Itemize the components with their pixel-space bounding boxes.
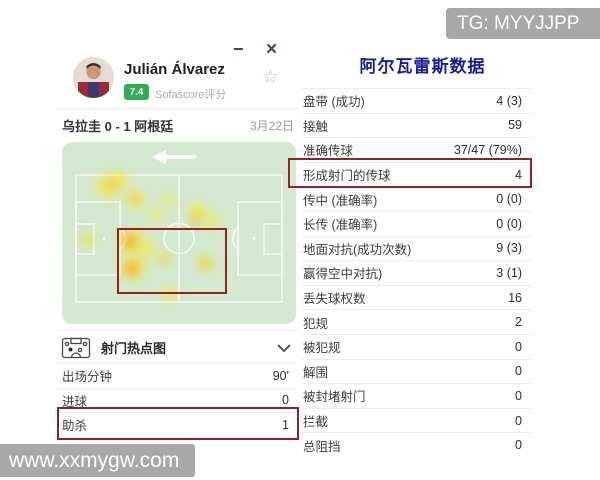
minimize-icon[interactable]: − bbox=[233, 39, 244, 59]
row-label: 长传 (准确率) bbox=[303, 218, 378, 233]
row-label: 总阻挡 bbox=[303, 439, 341, 454]
table-row: 丢失球权数 16 bbox=[302, 286, 532, 311]
stats-panel-title: 阿尔瓦雷斯数据 bbox=[359, 57, 486, 76]
row-label: 盘带 (成功) bbox=[303, 95, 365, 110]
row-label: 被封堵射门 bbox=[303, 390, 366, 405]
row-value: 59 bbox=[508, 118, 522, 133]
row-value: 0 bbox=[515, 339, 522, 354]
row-label: 拦截 bbox=[303, 415, 329, 430]
close-icon[interactable]: × bbox=[266, 39, 278, 60]
row-label: 解围 bbox=[303, 365, 329, 380]
table-row: 被封堵射门 0 bbox=[302, 384, 532, 409]
heat-blob bbox=[157, 281, 183, 307]
stat-row-assists: 助杀 1 bbox=[57, 412, 295, 437]
row-value: 37/47 (79%) bbox=[453, 142, 522, 157]
player-avatar bbox=[73, 57, 114, 98]
player-photo bbox=[73, 57, 114, 98]
stat-value: 90' bbox=[272, 368, 289, 383]
row-label: 准确传球 bbox=[303, 144, 354, 159]
player-heatmap bbox=[62, 142, 296, 324]
rating-source-label: Sofascore评分 bbox=[155, 89, 227, 101]
table-row: 盘带 (成功) 4 (3) bbox=[302, 89, 532, 114]
rating-badge: 7.4 bbox=[124, 84, 149, 100]
table-row: 传中 (准确率) 0 (0) bbox=[302, 187, 532, 212]
row-value: 0 bbox=[515, 364, 522, 379]
row-value: 4 (3) bbox=[496, 93, 522, 108]
section-header-shotmap[interactable]: 射门热点图 bbox=[57, 330, 297, 364]
row-label: 犯规 bbox=[303, 316, 329, 331]
table-row: 拦截 0 bbox=[302, 409, 532, 434]
row-label: 形成射门的传球 bbox=[303, 169, 391, 184]
row-value: 16 bbox=[508, 290, 522, 305]
highlight-box-heatmap bbox=[117, 228, 227, 294]
row-value: 0 (0) bbox=[496, 192, 522, 207]
table-row: 被犯规 0 bbox=[302, 335, 532, 360]
stat-row-goals: 进球 0 bbox=[57, 387, 295, 413]
row-label: 传中 (准确率) bbox=[303, 193, 378, 208]
heat-blob bbox=[104, 179, 118, 193]
match-title: 乌拉圭 0 - 1 阿根廷 bbox=[62, 119, 174, 134]
row-value: 0 bbox=[515, 438, 522, 453]
row-label: 赢得空中对抗) bbox=[303, 267, 383, 282]
highlight-box-key-passes bbox=[288, 158, 532, 188]
section-title: 射门热点图 bbox=[101, 341, 167, 356]
heat-blob bbox=[159, 253, 171, 265]
shotmap-icon bbox=[61, 337, 91, 359]
row-value: 0 bbox=[515, 388, 522, 403]
heat-blob bbox=[82, 235, 91, 244]
stat-label: 助杀 bbox=[62, 419, 88, 434]
table-row: 长传 (准确率) 0 (0) bbox=[302, 212, 532, 237]
row-value: 0 bbox=[515, 413, 522, 428]
table-row: 准确传球 37/47 (79%) bbox=[302, 138, 532, 163]
heat-blob bbox=[125, 264, 137, 276]
attack-direction-arrow-icon bbox=[152, 150, 196, 164]
heat-blob bbox=[129, 193, 141, 205]
heat-blob bbox=[145, 203, 169, 227]
table-row: 解围 0 bbox=[302, 360, 532, 385]
match-date: 3月22日 bbox=[249, 119, 294, 133]
stat-value: 0 bbox=[282, 393, 289, 408]
row-value: 2 bbox=[515, 315, 522, 330]
heat-blob bbox=[198, 256, 212, 270]
player-basic-stats: 出场分钟 90' 进球 0 助杀 1 bbox=[57, 363, 295, 437]
watermark-website: www.xxmygw.com bbox=[0, 444, 195, 477]
row-label: 接触 bbox=[303, 119, 329, 134]
player-name: Julián Álvarez bbox=[124, 61, 225, 78]
stat-label: 出场分钟 bbox=[62, 370, 113, 385]
stat-label: 进球 bbox=[62, 394, 88, 409]
stat-value: 1 bbox=[282, 417, 289, 432]
favorite-star-icon[interactable]: ☆ bbox=[262, 67, 280, 88]
table-row: 总阻挡 0 bbox=[302, 433, 532, 457]
table-row: 赢得空中对抗) 3 (1) bbox=[302, 261, 532, 286]
row-label: 地面对抗(成功次数) bbox=[303, 242, 412, 257]
heat-blob bbox=[122, 235, 134, 247]
row-value: 9 (3) bbox=[496, 241, 522, 256]
row-label: 被犯规 bbox=[303, 341, 341, 356]
watermark-telegram: TG: MYYJJPP bbox=[446, 8, 600, 39]
chevron-down-icon[interactable] bbox=[277, 344, 291, 352]
player-card: − × Julián Álvarez 7.4 Sofascore评分 ☆ 乌拉圭… bbox=[57, 38, 297, 442]
stat-row-minutes: 出场分钟 90' bbox=[57, 363, 295, 388]
row-label: 丢失球权数 bbox=[303, 292, 366, 307]
row-value: 0 (0) bbox=[496, 216, 522, 231]
row-value: 4 bbox=[515, 167, 522, 182]
table-row: 犯规 2 bbox=[302, 310, 532, 335]
match-row[interactable]: 乌拉圭 0 - 1 阿根廷 3月22日 bbox=[57, 108, 297, 142]
row-value: 3 (1) bbox=[496, 265, 522, 280]
stats-panel-rows: 盘带 (成功) 4 (3) 接触 59 准确传球 37/47 (79%) 形成射… bbox=[302, 88, 532, 457]
table-row: 接触 59 bbox=[302, 114, 532, 139]
highlight-box-assists bbox=[57, 407, 299, 440]
table-row: 地面对抗(成功次数) 9 (3) bbox=[302, 237, 532, 262]
